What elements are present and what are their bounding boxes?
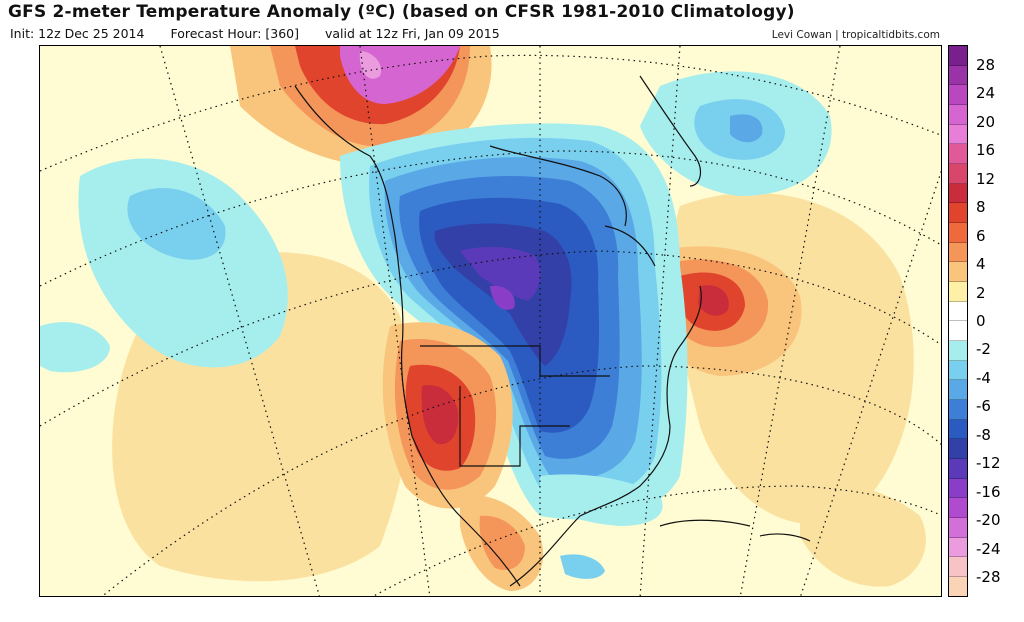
- colorbar-swatch: [949, 360, 967, 381]
- alaska-warm: [270, 46, 470, 147]
- colorbar-swatch: [949, 262, 967, 283]
- anomaly-map: [39, 45, 942, 597]
- map-canvas: [40, 46, 941, 596]
- colorbar-swatch: [949, 282, 967, 302]
- colorbar-swatch: [949, 537, 967, 558]
- colorbar-tick-label: 0: [976, 312, 986, 330]
- colorbar-swatch: [949, 183, 967, 204]
- colorbar-swatch: [949, 419, 967, 440]
- continental-cold: [340, 123, 688, 520]
- colorbar-swatch: [949, 124, 967, 145]
- colorbar-tick-label: -28: [976, 568, 1001, 587]
- colorbar-tick-label: -16: [976, 482, 1001, 501]
- init-time: Init: 12z Dec 25 2014: [10, 26, 145, 41]
- colorbar-swatch: [949, 223, 967, 243]
- colorbar-tick-label: 20: [976, 112, 996, 131]
- colorbar-swatch: [949, 164, 967, 184]
- pacific-cool: [40, 158, 288, 373]
- colorbar-swatch: [949, 321, 967, 342]
- colorbar-tick-label: -12: [976, 454, 1001, 473]
- colorbar-tick-label: 4: [976, 255, 986, 274]
- coastlines: [294, 75, 811, 587]
- valid-time: valid at 12z Fri, Jan 09 2015: [325, 26, 500, 41]
- colorbar-tick-label: 16: [976, 141, 996, 160]
- colorbar-swatch: [949, 400, 967, 420]
- colorbar-tick-label: -24: [976, 539, 1001, 558]
- colorbar-tick-label: 6: [976, 226, 986, 245]
- forecast-hour: Forecast Hour: [360]: [170, 26, 300, 41]
- colorbar-tick-label: -20: [976, 511, 1001, 530]
- colorbar-swatch: [949, 557, 967, 578]
- colorbar-swatch: [949, 203, 967, 224]
- colorbar-swatch: [949, 577, 967, 596]
- colorbar-tick-label: 2: [976, 283, 986, 302]
- gulf-cool: [540, 474, 663, 579]
- colorbar-tick-label: 8: [976, 198, 986, 217]
- atlantic-cool: [640, 71, 832, 196]
- western-us-warm: [382, 322, 513, 509]
- colorbar-tick-label: 12: [976, 169, 996, 188]
- colorbar-swatch: [949, 105, 967, 125]
- colorbar-swatch: [949, 301, 967, 322]
- credit-text: Levi Cowan | tropicaltidbits.com: [771, 29, 940, 41]
- colorbar-swatch: [949, 341, 967, 361]
- south-warm: [460, 482, 926, 591]
- colorbar-swatch: [949, 85, 967, 106]
- colorbar-swatch: [949, 498, 967, 519]
- colorbar: [948, 45, 968, 597]
- colorbar-swatch: [949, 380, 967, 401]
- colorbar-tick-label: -4: [976, 368, 991, 387]
- chart-title: GFS 2-meter Temperature Anomaly (ºC) (ba…: [8, 2, 795, 22]
- colorbar-swatch: [949, 46, 967, 66]
- colorbar-tick-label: 24: [976, 84, 996, 103]
- colorbar-tick-label: -8: [976, 425, 991, 444]
- graticule: [40, 46, 941, 596]
- colorbar-tick-label: -2: [976, 340, 991, 359]
- colorbar-swatch: [949, 242, 967, 263]
- colorbar-swatch: [949, 459, 967, 479]
- colorbar-swatch: [949, 478, 967, 499]
- colorbar-tick-label: 28: [976, 55, 996, 74]
- colorbar-swatch: [949, 518, 967, 538]
- colorbar-swatch: [949, 439, 967, 460]
- colorbar-tick-label: -6: [976, 397, 991, 416]
- colorbar-swatch: [949, 65, 967, 86]
- forecast-info: Init: 12z Dec 25 2014 Forecast Hour: [36…: [10, 26, 522, 41]
- colorbar-swatch: [949, 144, 967, 165]
